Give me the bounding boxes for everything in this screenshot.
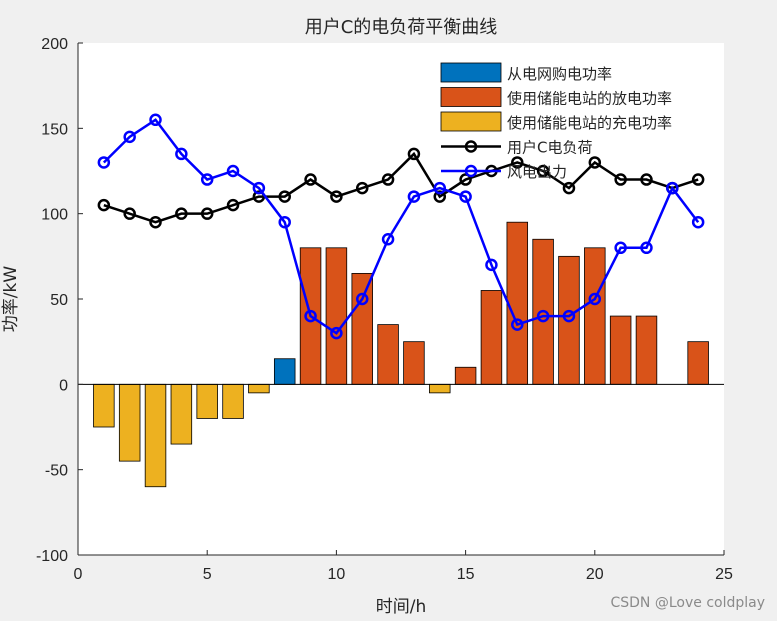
marker-s0-x22 xyxy=(640,173,653,186)
marker-s0-x6 xyxy=(226,198,240,212)
marker-s1-x17 xyxy=(511,318,524,331)
bar-s1-x12 xyxy=(377,324,399,385)
y-tick-label-150: 150 xyxy=(41,121,68,138)
marker-s1-x16 xyxy=(485,258,498,272)
bar-s2-x6 xyxy=(222,383,244,419)
legend-swatch-0 xyxy=(440,62,502,83)
marker-s1-x21 xyxy=(614,241,627,255)
bar-s2-x1 xyxy=(93,383,115,428)
bar-s1-x21 xyxy=(609,315,632,385)
x-tick-label-0: 0 xyxy=(74,566,83,583)
marker-s0-x19 xyxy=(562,181,576,195)
y-tick-label-200: 200 xyxy=(41,36,68,53)
bar-s0-x8 xyxy=(273,358,296,385)
marker-s1-x4 xyxy=(175,147,188,161)
marker-s0-x5 xyxy=(200,207,214,220)
marker-s1-x1 xyxy=(97,156,111,169)
marker-s0-x21 xyxy=(614,173,627,186)
y-tick-label-100: 100 xyxy=(41,207,68,224)
marker-s0-x1 xyxy=(97,198,111,212)
y-axis-label: 功率/kW xyxy=(1,266,21,333)
bar-s1-x24 xyxy=(687,341,709,385)
marker-s1-x7 xyxy=(252,181,266,195)
marker-s1-x15 xyxy=(459,190,472,203)
watermark: CSDN @Love coldplay xyxy=(610,595,765,611)
marker-s0-x10 xyxy=(330,190,343,203)
x-tick-label-25: 25 xyxy=(715,566,733,583)
bar-s2-x2 xyxy=(118,383,141,462)
x-tick-label-5: 5 xyxy=(203,566,212,583)
chart-title: 用户C的电负荷平衡曲线 xyxy=(305,17,498,38)
bar-s1-x10 xyxy=(325,247,348,385)
marker-s0-x4 xyxy=(175,207,188,220)
marker-s0-x8 xyxy=(278,190,291,203)
marker-s0-x18 xyxy=(536,164,550,178)
marker-s1-x6 xyxy=(226,164,240,178)
marker-s1-x3 xyxy=(149,113,162,127)
bar-s1-x13 xyxy=(403,341,425,385)
marker-s0-x15 xyxy=(459,173,472,186)
marker-s1-x14 xyxy=(433,181,447,195)
marker-s0-x11 xyxy=(355,181,369,195)
marker-s0-x12 xyxy=(381,173,395,186)
y-tick-label--50: -50 xyxy=(45,463,68,480)
legend-swatch-1 xyxy=(440,87,502,107)
marker-s0-x17 xyxy=(511,156,524,169)
marker-s1-x2 xyxy=(123,130,136,144)
marker-s1-x13 xyxy=(407,190,421,203)
bar-s1-x15 xyxy=(454,366,477,385)
marker-s0-x9 xyxy=(304,173,317,186)
marker-s1-x11 xyxy=(355,292,369,306)
legend-label-3: 用户C电负荷 xyxy=(507,139,592,157)
legend-label-4: 风电出力 xyxy=(507,163,567,181)
bar-s1-x17 xyxy=(506,221,529,385)
bar-s2-x14 xyxy=(429,383,451,394)
y-tick-label-0: 0 xyxy=(59,377,68,394)
bar-s2-x4 xyxy=(170,383,193,445)
bar-s1-x11 xyxy=(351,272,373,385)
legend-swatch-2 xyxy=(440,111,502,132)
x-axis-label: 时间/h xyxy=(376,597,427,617)
bar-s2-x7 xyxy=(248,383,270,394)
marker-s0-x20 xyxy=(588,156,602,169)
lines-layer xyxy=(97,113,705,340)
legend-label-2: 使用储能电站的充电功率 xyxy=(507,114,672,132)
y-tick-label-50: 50 xyxy=(50,292,68,309)
marker-s0-x13 xyxy=(407,147,421,161)
marker-s1-x8 xyxy=(278,215,291,229)
marker-s1-x12 xyxy=(381,233,395,246)
plot-background xyxy=(78,43,724,555)
bar-s2-x3 xyxy=(144,383,167,488)
marker-s1-x5 xyxy=(200,173,214,186)
marker-s1-x10 xyxy=(330,326,343,340)
bar-s1-x22 xyxy=(635,315,658,385)
legend-marker-4 xyxy=(464,164,478,178)
bar-s1-x20 xyxy=(584,247,606,385)
marker-s0-x14 xyxy=(433,190,447,203)
bar-s1-x16 xyxy=(480,290,503,385)
marker-s0-x3 xyxy=(149,215,162,229)
marker-s1-x23 xyxy=(666,181,679,195)
legend-marker-3 xyxy=(464,140,478,153)
x-tick-label-20: 20 xyxy=(586,566,604,583)
axes-layer: -100 -50 0 50 100 150 200 0 5 10 15 20 25 xyxy=(36,36,733,583)
marker-s0-x2 xyxy=(123,207,136,220)
marker-s1-x22 xyxy=(640,241,653,255)
marker-s1-x24 xyxy=(691,215,705,229)
legend-label-1: 使用储能电站的放电功率 xyxy=(507,90,672,108)
marker-s1-x9 xyxy=(304,309,317,323)
x-tick-label-10: 10 xyxy=(328,566,346,583)
marker-s1-x20 xyxy=(588,292,602,306)
bar-s2-x5 xyxy=(196,383,218,419)
legend-label-0: 从电网购电功率 xyxy=(507,65,612,83)
y-tick-label--100: -100 xyxy=(36,548,68,565)
marker-s1-x18 xyxy=(536,309,550,323)
marker-s1-x19 xyxy=(562,309,576,323)
x-tick-label-15: 15 xyxy=(457,566,475,583)
marker-s0-x24 xyxy=(691,173,705,186)
